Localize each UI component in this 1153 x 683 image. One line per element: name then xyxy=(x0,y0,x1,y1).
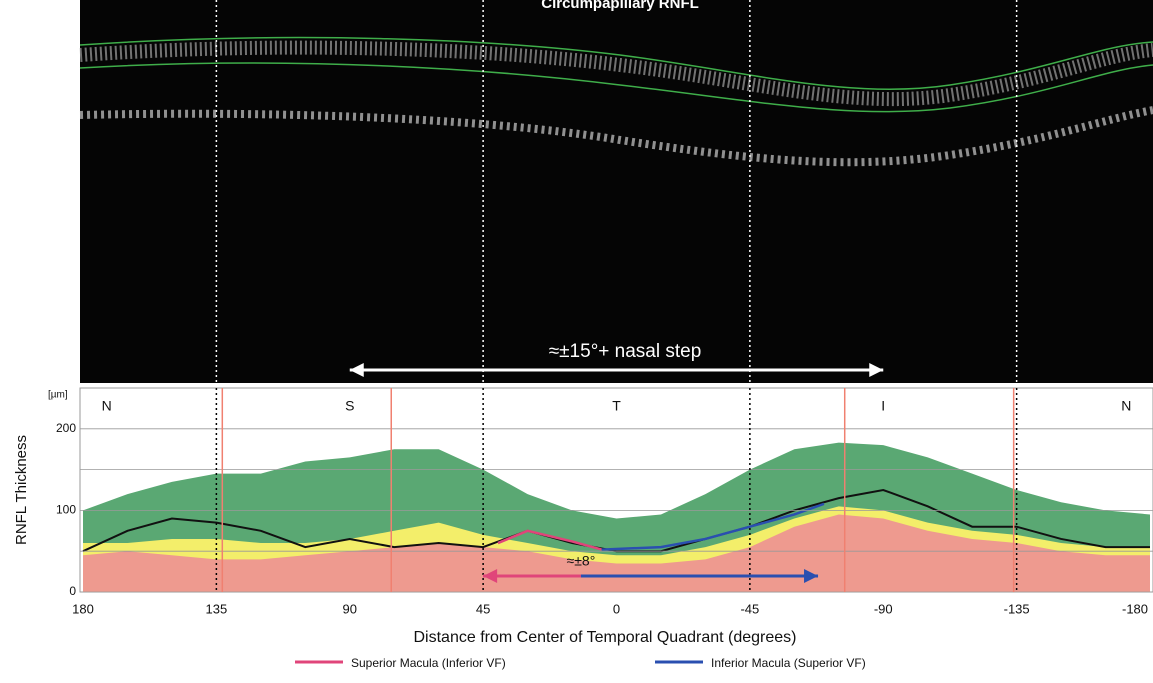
quadrant-label: N xyxy=(102,398,112,414)
oct-boundary xyxy=(79,36,1153,91)
x-tick-label: 135 xyxy=(206,601,228,616)
x-tick-label: 0 xyxy=(613,601,620,616)
arrow-head xyxy=(804,569,819,583)
x-tick-label: 45 xyxy=(476,601,490,616)
macula-line xyxy=(497,529,603,551)
arrow-head xyxy=(349,363,364,377)
norm-band xyxy=(83,514,1150,592)
annotation: ≈±8° xyxy=(567,553,596,569)
arrow-head xyxy=(483,569,498,583)
quadrant-label: N xyxy=(1121,398,1131,414)
plot-content xyxy=(82,442,1150,592)
annotation: ≈±15°+ nasal step xyxy=(549,341,702,362)
y-tick-label: 100 xyxy=(56,503,76,517)
x-tick-label: -90 xyxy=(874,601,893,616)
quadrant-label: T xyxy=(612,398,621,414)
x-tick-label: 180 xyxy=(72,601,94,616)
y-tick-label: 200 xyxy=(56,421,76,435)
x-axis-label: Distance from Center of Temporal Quadran… xyxy=(414,629,797,646)
oct-layer xyxy=(79,40,1153,107)
legend-label: Superior Macula (Inferior VF) xyxy=(351,656,506,670)
y-axis-label: RNFL Thickness xyxy=(13,435,30,545)
oct-layer xyxy=(79,106,1153,167)
quadrant-label: S xyxy=(345,398,354,414)
x-tick-label: -45 xyxy=(740,601,759,616)
oct-boundary xyxy=(79,62,1153,113)
y-unit: [µm] xyxy=(48,390,68,401)
x-tick-label: -180 xyxy=(1122,601,1148,616)
x-tick-label: -135 xyxy=(1004,601,1030,616)
legend-label: Inferior Macula (Superior VF) xyxy=(711,656,866,670)
y-tick-label: 0 xyxy=(69,584,76,598)
arrow-head xyxy=(869,363,884,377)
macula-line xyxy=(601,502,825,551)
quadrant-label: I xyxy=(881,398,885,414)
title: Circumpapillary RNFL xyxy=(541,0,699,12)
x-tick-label: 90 xyxy=(343,601,357,616)
oct-scan xyxy=(80,0,1153,383)
